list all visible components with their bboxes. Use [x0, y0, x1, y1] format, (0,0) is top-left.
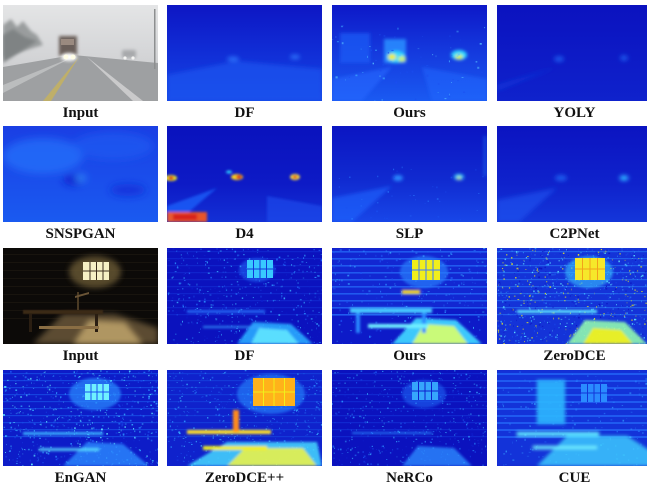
- map-structure: [497, 55, 628, 91]
- panel-caption: SNSPGAN: [45, 226, 116, 242]
- result-map-image: [3, 126, 158, 222]
- noise-speckle: [332, 25, 486, 101]
- panel-caption: DF: [234, 105, 255, 121]
- result-map-image: [167, 370, 322, 466]
- panel-graphic: [332, 5, 487, 101]
- lane-marking: [3, 57, 73, 93]
- result-map-image: [332, 126, 487, 222]
- bench: [39, 326, 99, 329]
- result-map-image: [332, 248, 487, 344]
- map-structure: [497, 370, 647, 466]
- panel-caption: C2PNet: [549, 226, 600, 242]
- log-seam: [3, 254, 158, 255]
- panel-graphic: [167, 126, 322, 222]
- headlight: [70, 54, 76, 60]
- result-map-image: [3, 370, 158, 466]
- input-image: [3, 248, 158, 344]
- panel-caption: CUE: [558, 470, 591, 486]
- result-map-image: [497, 248, 647, 344]
- car: [122, 50, 136, 58]
- noise-speckle: [497, 248, 647, 344]
- result-map-image: [497, 5, 647, 101]
- lane-marking: [87, 57, 143, 101]
- panel-caption: Input: [62, 105, 99, 121]
- map-structure: [167, 54, 322, 101]
- panel-graphic: [3, 5, 158, 101]
- panel-graphic: [332, 126, 487, 222]
- headlight: [63, 54, 69, 60]
- window-frame: [83, 262, 109, 280]
- headlight: [123, 56, 127, 60]
- log-seam: [3, 286, 158, 287]
- result-map-image: [167, 248, 322, 344]
- result-map-image: [497, 126, 647, 222]
- map-structure: [497, 175, 629, 222]
- panel-caption: EnGAN: [54, 470, 107, 486]
- table-leg: [29, 314, 32, 332]
- table-leg: [95, 314, 98, 332]
- window-frame: [247, 260, 273, 278]
- result-map-image: [332, 5, 487, 101]
- window-frame: [412, 260, 440, 280]
- window-frame: [253, 378, 295, 406]
- panel-graphic: [167, 248, 322, 344]
- panel-graphic: [167, 5, 322, 101]
- panel-graphic: [332, 248, 487, 344]
- panel-caption: SLP: [395, 226, 424, 242]
- panel-caption: ZeroDCE++: [204, 470, 285, 486]
- lane-marking: [43, 57, 79, 101]
- panel-caption: Input: [62, 348, 99, 364]
- window-frame: [575, 258, 605, 280]
- map-structure: [332, 33, 487, 101]
- road: [3, 55, 158, 101]
- noise-speckle: [336, 166, 484, 221]
- panel-caption: DF: [234, 348, 255, 364]
- map-structure: [3, 132, 153, 196]
- result-map-image: [332, 370, 487, 466]
- log-seam: [3, 294, 158, 295]
- input-image: [3, 5, 158, 101]
- map-structure: [332, 136, 486, 222]
- panel-graphic: [497, 248, 647, 344]
- map-background: [497, 5, 647, 101]
- log-seam: [3, 302, 158, 303]
- pole: [154, 9, 156, 69]
- result-map-image: [167, 5, 322, 101]
- panel-caption: ZeroDCE: [543, 348, 606, 364]
- panel-graphic: [497, 370, 647, 466]
- panel-graphic: [3, 370, 158, 466]
- panel-caption: D4: [235, 226, 254, 242]
- result-map-image: [167, 126, 322, 222]
- window-frame: [412, 382, 438, 400]
- panel-caption: Ours: [393, 105, 426, 121]
- headlight: [131, 56, 135, 60]
- panel-graphic: [167, 370, 322, 466]
- chair: [75, 292, 89, 298]
- chair-back: [77, 292, 79, 310]
- table-top: [23, 310, 103, 314]
- panel-graphic: [3, 126, 158, 222]
- window-frame: [581, 384, 607, 402]
- panel-graphic: [497, 126, 647, 222]
- panel-caption: NeRCo: [386, 470, 433, 486]
- panel-graphic: [497, 5, 647, 101]
- truck-window: [61, 39, 74, 45]
- window-frame: [85, 384, 109, 400]
- panel-caption: YOLY: [553, 105, 596, 121]
- panel-caption: Ours: [393, 348, 426, 364]
- tree-line: [3, 29, 37, 63]
- result-map-image: [497, 370, 647, 466]
- panel-graphic: [3, 248, 158, 344]
- panel-graphic: [332, 370, 487, 466]
- map-structure: [167, 170, 322, 222]
